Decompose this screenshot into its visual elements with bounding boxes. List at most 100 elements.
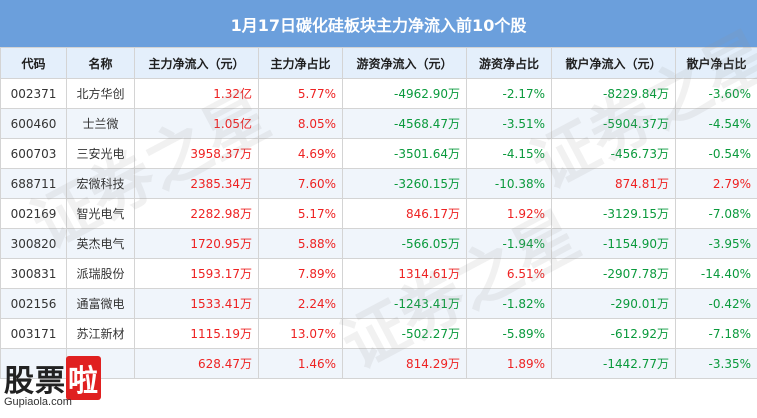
cell-main-inflow: 2385.34万 [134, 168, 259, 199]
cell-main-inflow: 3958.37万 [134, 138, 259, 169]
cell-code: 002169 [0, 198, 67, 229]
cell-main-inflow: 1.32亿 [134, 78, 259, 109]
cell-hot-inflow: -4568.47万 [342, 108, 467, 139]
cell-code: 002371 [0, 78, 67, 109]
cell-retail-ratio: -14.40% [675, 258, 757, 289]
cell-hot-ratio: -2.17% [466, 78, 552, 109]
table-row: 300820 英杰电气 1720.95万 5.88% -566.05万 -1.94% -11… [0, 228, 757, 259]
table-row: 003171 苏江新材 1115.19万 13.07% -502.27万 -5.89% -6… [0, 318, 757, 349]
col-header-hot-ratio: 游资净占比 [466, 47, 552, 79]
cell-main-inflow: 628.47万 [134, 348, 259, 379]
cell-hot-ratio: -10.38% [466, 168, 552, 199]
cell-name: 派瑞股份 [66, 258, 135, 289]
cell-retail-inflow: -290.01万 [551, 288, 676, 319]
cell-hot-ratio: -3.51% [466, 108, 552, 139]
fund-flow-table: 代码 名称 主力净流入（元） 主力净占比 游资净流入（元） 游资净占比 散户净流… [0, 47, 757, 379]
cell-name: 英杰电气 [66, 228, 135, 259]
cell-hot-ratio: 1.89% [466, 348, 552, 379]
cell-hot-ratio: -1.94% [466, 228, 552, 259]
table-title: 1月17日碳化硅板块主力净流入前10个股 [0, 0, 757, 47]
cell-main-ratio: 7.89% [258, 258, 343, 289]
cell-hot-ratio: 1.92% [466, 198, 552, 229]
cell-name: 北方华创 [66, 78, 135, 109]
cell-retail-ratio: -7.18% [675, 318, 757, 349]
cell-hot-ratio: 6.51% [466, 258, 552, 289]
cell-hot-inflow: -4962.90万 [342, 78, 467, 109]
cell-main-ratio: 5.88% [258, 228, 343, 259]
cell-retail-ratio: 2.79% [675, 168, 757, 199]
col-header-main-ratio: 主力净占比 [258, 47, 343, 79]
cell-hot-ratio: -1.82% [466, 288, 552, 319]
col-header-name: 名称 [66, 47, 135, 79]
cell-hot-inflow: 814.29万 [342, 348, 467, 379]
table-row: 600703 三安光电 3958.37万 4.69% -3501.64万 -4.15% -4… [0, 138, 757, 169]
logo-text-a: 股票 [4, 364, 66, 399]
cell-retail-ratio: -7.08% [675, 198, 757, 229]
cell-hot-inflow: -3260.15万 [342, 168, 467, 199]
col-header-retail-inflow: 散户净流入（元） [551, 47, 676, 79]
cell-retail-inflow: -5904.37万 [551, 108, 676, 139]
cell-retail-inflow: -1154.90万 [551, 228, 676, 259]
cell-main-ratio: 8.05% [258, 108, 343, 139]
cell-hot-inflow: -566.05万 [342, 228, 467, 259]
cell-hot-inflow: -502.27万 [342, 318, 467, 349]
cell-main-ratio: 5.77% [258, 78, 343, 109]
cell-main-ratio: 2.24% [258, 288, 343, 319]
cell-name: 智光电气 [66, 198, 135, 229]
cell-retail-ratio: -3.60% [675, 78, 757, 109]
cell-code: 688711 [0, 168, 67, 199]
cell-name: 三安光电 [66, 138, 135, 169]
cell-hot-inflow: -3501.64万 [342, 138, 467, 169]
cell-hot-ratio: -5.89% [466, 318, 552, 349]
cell-retail-ratio: -3.35% [675, 348, 757, 379]
cell-retail-ratio: -0.54% [675, 138, 757, 169]
cell-main-inflow: 1533.41万 [134, 288, 259, 319]
cell-main-inflow: 2282.98万 [134, 198, 259, 229]
cell-retail-inflow: -8229.84万 [551, 78, 676, 109]
cell-hot-inflow: 1314.61万 [342, 258, 467, 289]
logo-domain: Gupiaola.com [4, 396, 72, 408]
cell-retail-inflow: -612.92万 [551, 318, 676, 349]
cell-main-ratio: 1.46% [258, 348, 343, 379]
cell-main-inflow: 1593.17万 [134, 258, 259, 289]
cell-code: 600703 [0, 138, 67, 169]
table-row: 002156 通富微电 1533.41万 2.24% -1243.41万 -1.82% -2… [0, 288, 757, 319]
cell-main-inflow: 1.05亿 [134, 108, 259, 139]
cell-main-inflow: 1720.95万 [134, 228, 259, 259]
logo-text-b: 啦 [66, 356, 101, 400]
cell-name: 通富微电 [66, 288, 135, 319]
table-title-text: 1月17日碳化硅板块主力净流入前10个股 [230, 15, 527, 35]
table-row: 300831 派瑞股份 1593.17万 7.89% 1314.61万 6.51% -290… [0, 258, 757, 289]
logo-main: 股票啦 [4, 356, 101, 400]
table-row: 002169 智光电气 2282.98万 5.17% 846.17万 1.92% -3129… [0, 198, 757, 229]
cell-retail-inflow: -456.73万 [551, 138, 676, 169]
table-row: 002371 北方华创 1.32亿 5.77% -4962.90万 -2.17% -8229… [0, 78, 757, 109]
cell-hot-ratio: -4.15% [466, 138, 552, 169]
cell-code [0, 348, 67, 379]
cell-retail-ratio: -3.95% [675, 228, 757, 259]
cell-code: 002156 [0, 288, 67, 319]
cell-code: 300831 [0, 258, 67, 289]
cell-name: 宏微科技 [66, 168, 135, 199]
col-header-hot-inflow: 游资净流入（元） [342, 47, 467, 79]
col-header-retail-ratio: 散户净占比 [675, 47, 757, 79]
header-row: 代码 名称 主力净流入（元） 主力净占比 游资净流入（元） 游资净占比 散户净流… [0, 47, 757, 79]
cell-retail-ratio: -4.54% [675, 108, 757, 139]
cell-code: 300820 [0, 228, 67, 259]
cell-hot-inflow: 846.17万 [342, 198, 467, 229]
cell-retail-inflow: 874.81万 [551, 168, 676, 199]
cell-retail-inflow: -3129.15万 [551, 198, 676, 229]
cell-main-inflow: 1115.19万 [134, 318, 259, 349]
cell-main-ratio: 13.07% [258, 318, 343, 349]
cell-name: 士兰微 [66, 108, 135, 139]
cell-hot-inflow: -1243.41万 [342, 288, 467, 319]
col-header-main-inflow: 主力净流入（元） [134, 47, 259, 79]
table-row: 600460 士兰微 1.05亿 8.05% -4568.47万 -3.51% -5904.… [0, 108, 757, 139]
cell-code: 003171 [0, 318, 67, 349]
table-row: 688711 宏微科技 2385.34万 7.60% -3260.15万 -10.38% 8… [0, 168, 757, 199]
gupiaola-logo: 股票啦 Gupiaola.com [4, 356, 124, 416]
col-header-code: 代码 [0, 47, 67, 79]
cell-retail-inflow: -1442.77万 [551, 348, 676, 379]
cell-retail-inflow: -2907.78万 [551, 258, 676, 289]
cell-retail-ratio: -0.42% [675, 288, 757, 319]
